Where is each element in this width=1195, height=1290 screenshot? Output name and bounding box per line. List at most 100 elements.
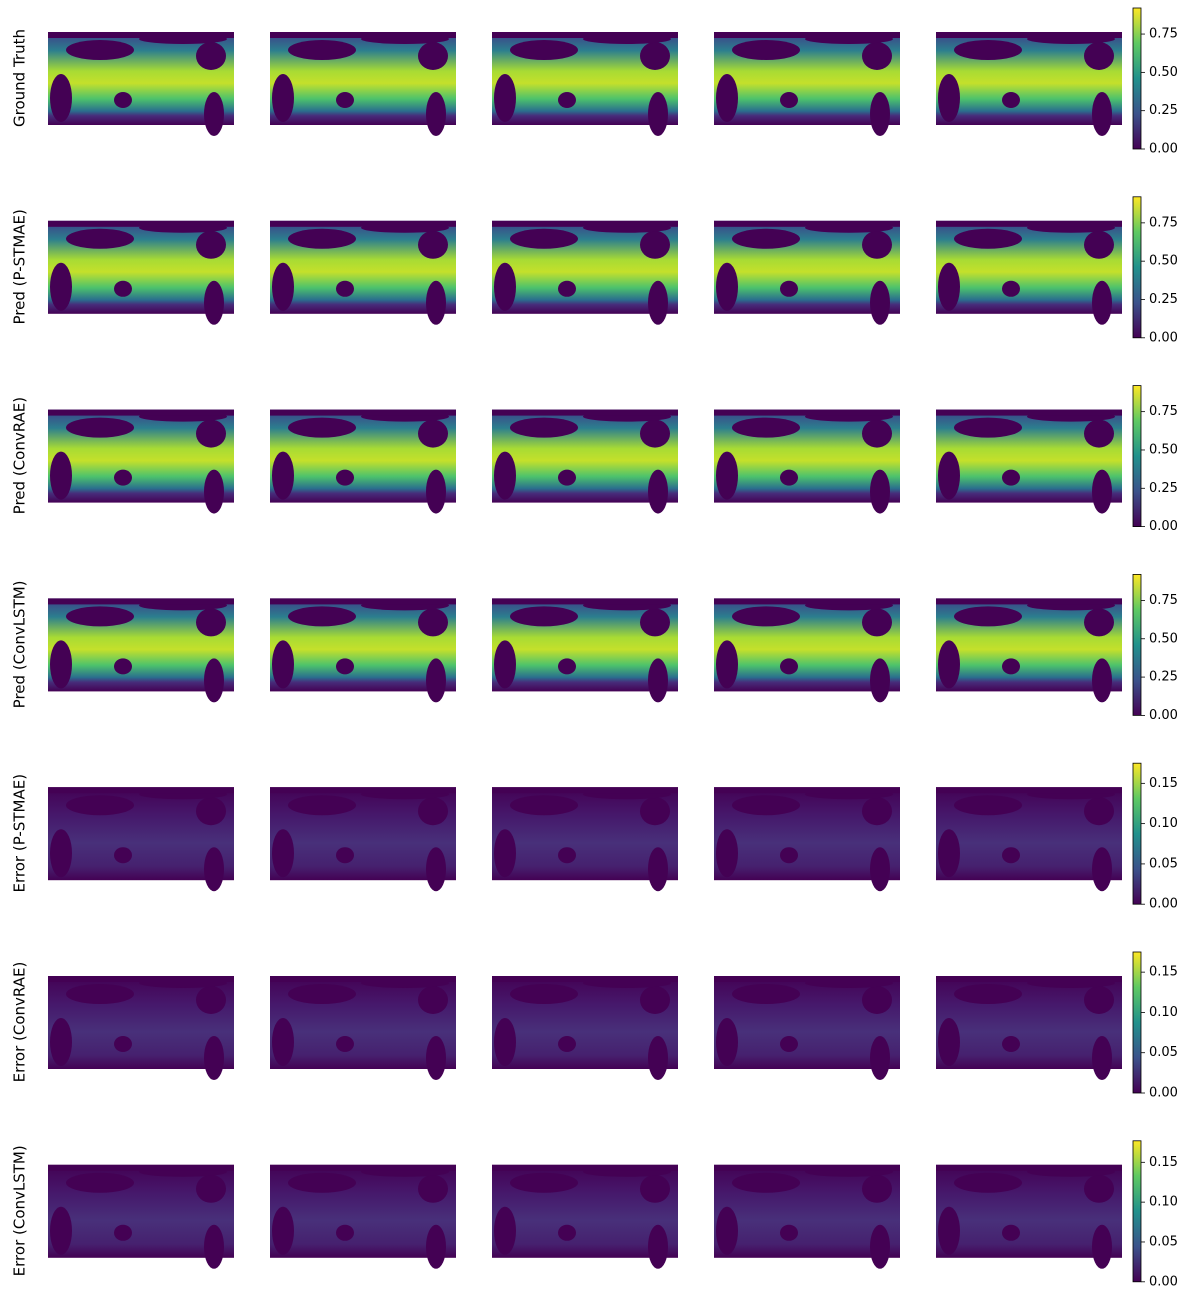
colorbar [1132, 762, 1142, 905]
land [648, 469, 668, 514]
colorbar-tick-label: 0.05 [1149, 1234, 1178, 1249]
land [336, 1224, 354, 1241]
map-panel [270, 598, 456, 703]
land [50, 451, 72, 500]
land [426, 280, 446, 325]
land [1002, 1224, 1020, 1241]
land [510, 1172, 578, 1193]
map-top-band [270, 598, 456, 605]
map-top-band [270, 220, 456, 227]
land [640, 42, 670, 70]
land [204, 658, 224, 703]
land [1002, 658, 1020, 675]
map-panel [492, 409, 678, 514]
land [196, 42, 226, 70]
colorbar-tick-label: 0.15 [1149, 1155, 1178, 1170]
map-panel [48, 409, 234, 514]
land [558, 92, 576, 108]
map-top-band [936, 220, 1122, 227]
land [114, 1036, 132, 1052]
land [558, 658, 576, 675]
land [780, 469, 798, 486]
land [732, 228, 800, 249]
land [640, 1174, 670, 1203]
land [336, 1036, 354, 1052]
land [1084, 608, 1114, 637]
map-top-band [48, 32, 234, 38]
land [938, 74, 960, 122]
colorbar [1132, 7, 1142, 150]
land [418, 608, 448, 637]
colorbar-tick-label: 0.00 [1149, 519, 1178, 534]
land [1084, 986, 1114, 1014]
land [426, 92, 446, 136]
land [862, 608, 892, 637]
land [648, 847, 668, 892]
colorbar [1132, 574, 1142, 716]
map-panel [48, 787, 234, 892]
map-panel [492, 1164, 678, 1269]
map-top-band [270, 976, 456, 982]
land [732, 1172, 800, 1193]
row-label: Error (ConvLSTM) [11, 1145, 29, 1276]
land [494, 829, 516, 878]
land [780, 1036, 798, 1052]
colorbar-tick-label: 0.00 [1149, 1086, 1178, 1101]
land [1084, 230, 1114, 259]
land [558, 469, 576, 486]
land [732, 984, 800, 1004]
land [954, 606, 1022, 627]
land [288, 40, 356, 60]
land [1002, 847, 1020, 864]
colorbar-tick-label: 0.75 [1149, 27, 1178, 42]
map-top-band [48, 220, 234, 227]
map-panel [714, 598, 900, 703]
land [862, 1174, 892, 1203]
land [558, 1224, 576, 1241]
land [418, 797, 448, 826]
map-panel [936, 787, 1122, 892]
colorbar-tick-label: 0.25 [1149, 103, 1178, 118]
map-panel [936, 1164, 1122, 1269]
land [50, 829, 72, 878]
land [938, 640, 960, 689]
map-top-band [492, 787, 678, 794]
land [494, 74, 516, 122]
land [558, 847, 576, 864]
map-top-band [936, 787, 1122, 794]
land [336, 280, 354, 297]
land [862, 797, 892, 826]
land [780, 92, 798, 108]
land [114, 92, 132, 108]
land [1002, 1036, 1020, 1052]
map-top-band [936, 1164, 1122, 1171]
land [510, 606, 578, 627]
row-label: Error (P-STMAE) [11, 774, 29, 893]
land [288, 1172, 356, 1193]
land [780, 1224, 798, 1241]
land [732, 40, 800, 60]
land [418, 42, 448, 70]
land [272, 829, 294, 878]
land [204, 92, 224, 136]
land [114, 280, 132, 297]
colorbar-tick-label: 0.10 [1149, 1005, 1178, 1020]
map-top-band [270, 787, 456, 794]
land [732, 417, 800, 438]
colorbar-tick-label: 0.00 [1149, 330, 1178, 345]
land [196, 230, 226, 259]
map-panel [936, 32, 1122, 136]
map-top-band [936, 32, 1122, 38]
colorbar-tick-label: 0.10 [1149, 1195, 1178, 1210]
map-top-band [270, 32, 456, 38]
land [288, 228, 356, 249]
land [780, 280, 798, 297]
land [870, 1036, 890, 1080]
row-label: Pred (P-STMAE) [11, 209, 29, 324]
map-panel [714, 1164, 900, 1269]
land [870, 658, 890, 703]
map-panel [714, 976, 900, 1080]
map-panel [492, 32, 678, 136]
land [648, 1224, 668, 1269]
land [870, 280, 890, 325]
